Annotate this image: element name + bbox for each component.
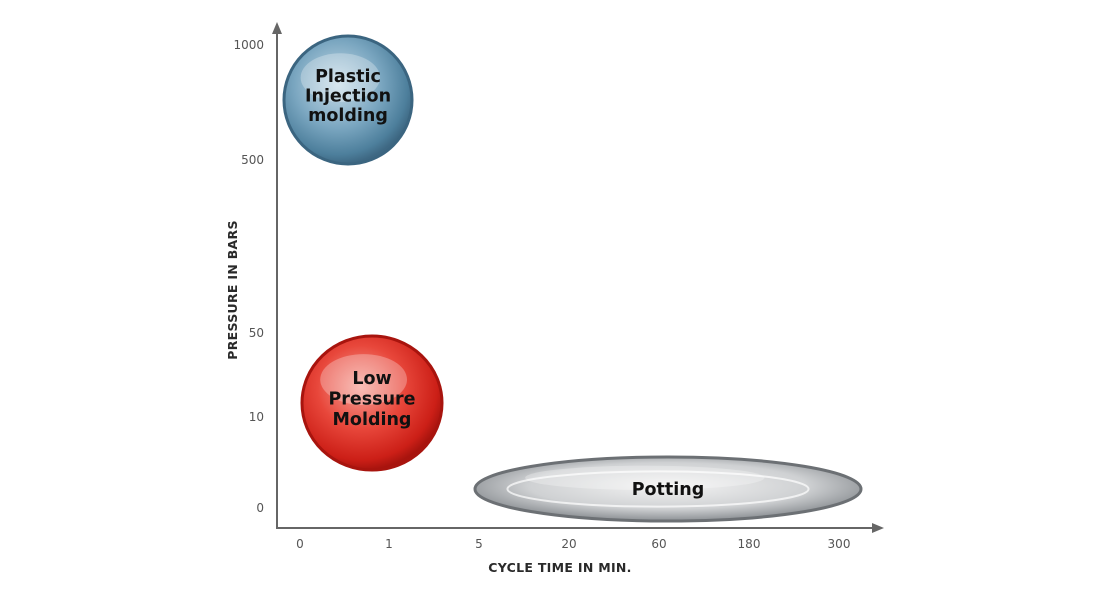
bubble-label-line: Potting: [632, 480, 705, 500]
bubble-label-line: molding: [308, 106, 388, 126]
y-axis-arrow: [272, 22, 282, 34]
y-tick-labels: 0 10 50 500 1000: [233, 38, 264, 515]
y-tick-label: 500: [241, 153, 264, 167]
bubble-shape: [300, 334, 444, 472]
bubble-label: Potting: [632, 480, 705, 500]
y-axis-title: PRESSURE IN BARS: [225, 220, 240, 360]
x-tick-labels: 0 1 5 20 60 180 300: [296, 537, 850, 551]
y-tick-label: 0: [256, 501, 264, 515]
bubble-shape: [473, 455, 863, 523]
x-tick-label: 5: [475, 537, 483, 551]
y-tick-label: 10: [249, 410, 264, 424]
bubble-shape: [282, 34, 414, 166]
x-tick-label: 0: [296, 537, 304, 551]
y-tick-label: 1000: [233, 38, 264, 52]
bubble-label-line: Plastic: [315, 67, 381, 87]
x-tick-label: 1: [385, 537, 393, 551]
bubble-highlight: [300, 53, 380, 102]
bubble-inner-ring: [506, 470, 810, 508]
x-axis-arrow: [872, 523, 884, 533]
bubble-label-line: Pressure: [328, 390, 415, 410]
bubble-label-line: Injection: [305, 87, 391, 107]
x-tick-label: 20: [561, 537, 576, 551]
bubble-label: Plastic Injection molding: [305, 67, 391, 126]
bubble-label-line: Molding: [333, 410, 412, 430]
bubble-low-pressure-molding: Low Pressure Molding: [300, 334, 444, 472]
bubbles: Plastic Injection molding Low Pressure Moldin…: [282, 34, 863, 523]
x-tick-label: 300: [828, 537, 851, 551]
x-axis-title: CYCLE TIME IN MIN.: [488, 560, 631, 575]
bubble-plastic-injection-molding: Plastic Injection molding: [282, 34, 414, 166]
x-tick-label: 180: [738, 537, 761, 551]
x-tick-label: 60: [651, 537, 666, 551]
y-tick-label: 50: [249, 326, 264, 340]
bubble-label: Low Pressure Molding: [328, 369, 415, 430]
bubble-potting: Potting: [473, 455, 863, 523]
bubble-highlight: [320, 354, 407, 406]
axes: [272, 22, 884, 533]
bubble-label-line: Low: [352, 369, 391, 389]
